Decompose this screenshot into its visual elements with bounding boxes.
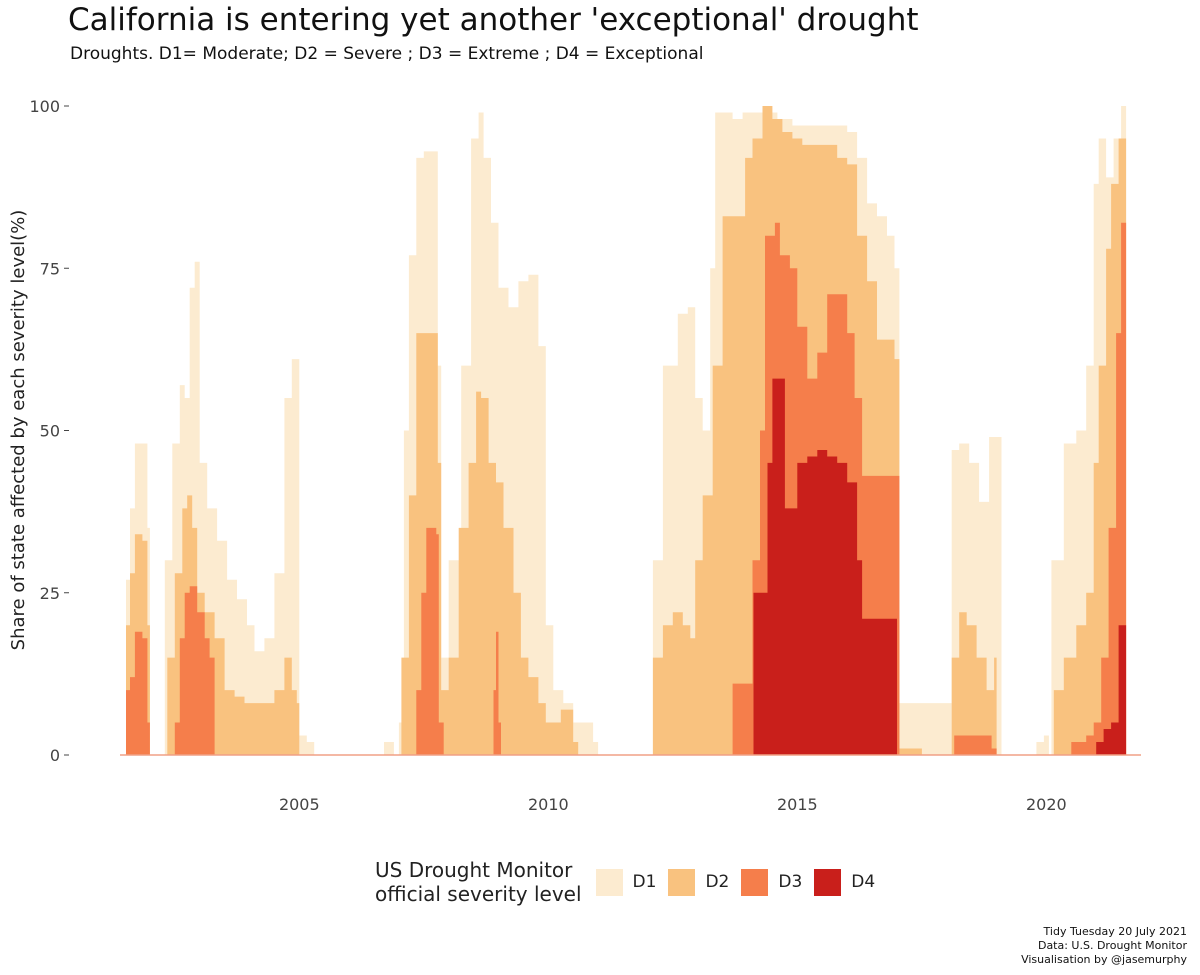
y-tick-label: 100 xyxy=(29,97,60,116)
legend-label-d3: D3 xyxy=(778,872,803,892)
legend-item-d1: D1 xyxy=(595,868,657,896)
area-d3 xyxy=(125,196,1127,755)
legend: US Drought Monitor official severity lev… xyxy=(375,858,887,906)
caption-line1: Tidy Tuesday 20 July 2021 xyxy=(1043,925,1187,938)
chart-subtitle: Droughts. D1= Moderate; D2 = Severe ; D3… xyxy=(70,44,704,64)
caption-line3: Visualisation by @jasemurphy xyxy=(1021,953,1187,966)
y-axis: 0 25 50 75 100 xyxy=(29,97,69,765)
legend-label-d4: D4 xyxy=(851,872,876,892)
chart-title: California is entering yet another 'exce… xyxy=(68,2,919,38)
legend-label-d2: D2 xyxy=(705,872,730,892)
legend-swatch-d4 xyxy=(814,868,842,896)
legend-title-line1: US Drought Monitor xyxy=(375,858,573,882)
y-tick-label: 25 xyxy=(40,584,60,603)
x-axis: 2005 2010 2015 2020 xyxy=(279,795,1067,814)
y-axis-label: Share of state affected by each severity… xyxy=(8,210,29,651)
series-areas xyxy=(125,106,1127,755)
legend-swatch-d1 xyxy=(595,868,623,896)
caption-line2: Data: U.S. Drought Monitor xyxy=(1037,939,1187,952)
legend-item-d3: D3 xyxy=(741,868,803,896)
legend-title-line2: official severity level xyxy=(375,882,582,906)
y-tick-label: 75 xyxy=(40,259,60,278)
legend-item-d4: D4 xyxy=(814,868,876,896)
x-tick-label: 2005 xyxy=(279,795,320,814)
x-tick-label: 2020 xyxy=(1026,795,1067,814)
area-d4 xyxy=(752,378,1127,755)
legend-label-d1: D1 xyxy=(632,872,657,892)
caption: Tidy Tuesday 20 July 2021 Data: U.S. Dro… xyxy=(1021,925,1187,967)
y-tick-label: 50 xyxy=(40,422,60,441)
legend-title: US Drought Monitor official severity lev… xyxy=(375,858,582,906)
legend-swatch-d3 xyxy=(741,868,769,896)
y-tick-label: 0 xyxy=(50,746,60,765)
legend-item-d2: D2 xyxy=(668,868,730,896)
legend-swatch-d2 xyxy=(668,868,696,896)
x-tick-label: 2015 xyxy=(777,795,818,814)
x-tick-label: 2010 xyxy=(528,795,569,814)
